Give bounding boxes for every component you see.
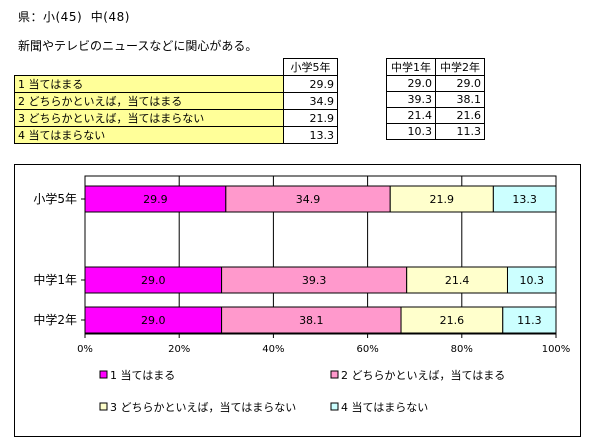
table-header-grade5: 小学5年 — [283, 58, 338, 76]
x-tick-label: 100% — [542, 344, 571, 355]
bar-value-label: 21.4 — [445, 274, 470, 287]
x-tick-label: 80% — [451, 344, 473, 355]
bar-value-label: 21.6 — [440, 314, 465, 327]
x-tick-label: 0% — [77, 344, 93, 355]
plot-area — [84, 175, 557, 335]
header-text: 県：小(45) 中(48) — [18, 10, 130, 24]
category-label: 小学5年 — [33, 191, 77, 206]
legend-swatch — [330, 370, 339, 379]
table-row: 39.3 38.1 — [386, 91, 485, 108]
bar-value-label: 29.0 — [141, 274, 166, 287]
table-row: 1 当てはまる 29.9 — [14, 75, 338, 93]
legend-swatch — [99, 370, 108, 379]
table-value: 11.3 — [435, 123, 485, 140]
bar-segment — [84, 266, 223, 294]
x-tick-label: 40% — [262, 344, 284, 355]
bar-segment — [221, 306, 402, 334]
chart-frame — [14, 164, 581, 437]
bar-value-label: 29.0 — [141, 314, 166, 327]
category-label: 中学1年 — [33, 272, 77, 287]
results-table-junior-high: 中学1年 中学2年 29.0 29.0 39.3 38.1 21.4 21.6 … — [386, 58, 485, 140]
table-value: 13.3 — [283, 126, 338, 144]
x-tick-label: 60% — [356, 344, 378, 355]
table-value: 10.3 — [386, 123, 436, 140]
bar-segment — [506, 266, 557, 294]
bar-segment — [492, 185, 557, 213]
bar-value-label: 11.3 — [517, 314, 542, 327]
bar-value-label: 10.3 — [519, 274, 544, 287]
bar-segment — [389, 185, 494, 213]
bar-value-label: 34.9 — [296, 193, 321, 206]
bar-segment — [502, 306, 557, 334]
x-tick-label: 20% — [168, 344, 190, 355]
bar-segment — [84, 185, 227, 213]
table-row: 4 当てはまらない 13.3 — [14, 126, 338, 144]
table-header-jh1: 中学1年 — [386, 58, 436, 76]
bar-value-label: 29.9 — [143, 193, 168, 206]
table-row: 21.4 21.6 — [386, 107, 485, 124]
table-value: 39.3 — [386, 91, 436, 108]
bar-segment — [406, 266, 508, 294]
question-text: 新聞やテレビのニュースなどに関心がある。 — [18, 39, 258, 53]
table-value: 21.6 — [435, 107, 485, 124]
bar-value-label: 13.3 — [512, 193, 537, 206]
table-category: 4 当てはまらない — [14, 126, 284, 144]
table-row: 29.0 29.0 — [386, 75, 485, 92]
bar-value-label: 21.9 — [430, 193, 455, 206]
table-header-row: 中学1年 中学2年 — [386, 58, 485, 76]
bar-value-label: 38.1 — [299, 314, 324, 327]
legend-label: 3 どちらかといえば，当てはまらない — [110, 400, 296, 414]
table-category: 2 どちらかといえば，当てはまる — [14, 92, 284, 110]
table-category: 1 当てはまる — [14, 75, 284, 93]
category-label: 中学2年 — [33, 312, 77, 327]
table-value: 29.9 — [283, 75, 338, 93]
table-header-jh2: 中学2年 — [435, 58, 485, 76]
legend-swatch — [99, 402, 108, 411]
bar-value-label: 39.3 — [302, 274, 327, 287]
table-row: 2 どちらかといえば，当てはまる 34.9 — [14, 92, 338, 110]
legend-swatch — [330, 402, 339, 411]
bar-segment — [225, 185, 391, 213]
table-value: 38.1 — [435, 91, 485, 108]
legend-label: 2 どちらかといえば，当てはまる — [341, 368, 505, 382]
table-value: 29.0 — [435, 75, 485, 92]
legend-label: 4 当てはまらない — [341, 400, 428, 414]
legend-label: 1 当てはまる — [110, 368, 175, 382]
results-table-elementary: 小学5年 1 当てはまる 29.9 2 どちらかといえば，当てはまる 34.9 … — [14, 58, 338, 144]
table-row: 10.3 11.3 — [386, 123, 485, 140]
